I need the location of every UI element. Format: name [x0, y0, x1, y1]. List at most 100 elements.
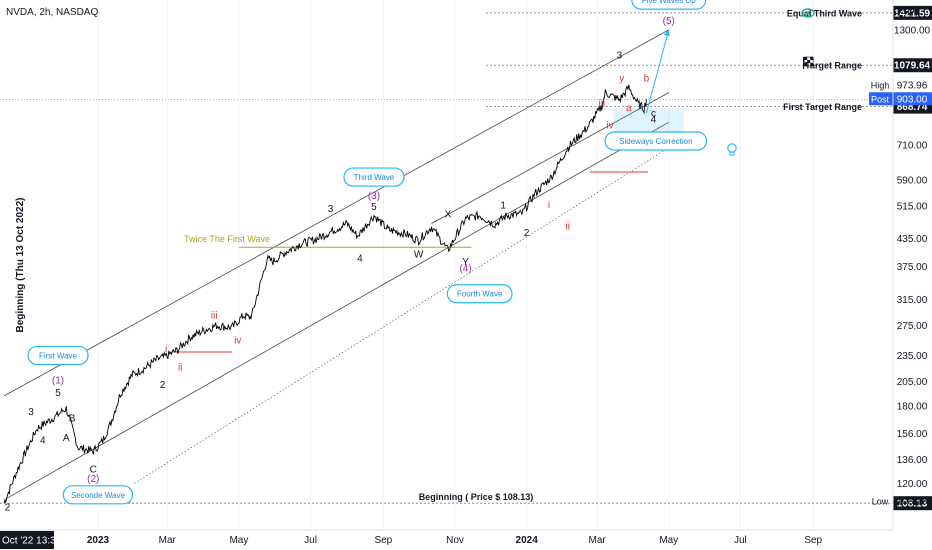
wave-label: 3	[617, 50, 623, 61]
wave-label: 2	[5, 503, 11, 514]
time-tick-label: May	[229, 535, 248, 546]
price-tick-label: 590.00	[897, 176, 928, 187]
wave-label: Y	[462, 257, 469, 268]
time-tick-label: Mar	[159, 535, 177, 546]
twice-first-wave-label: Twice The First Wave	[184, 234, 270, 244]
time-tick-label: Sep	[804, 535, 822, 546]
wave-label-layer: (1)534BAC(2)2iii2iiiiv34(3)5WXY(4)12iiii…	[5, 16, 675, 513]
lightbulb-icon	[727, 143, 737, 156]
callout-bubble	[631, 0, 707, 10]
callout-bubble	[343, 167, 405, 187]
wave-label: X	[445, 210, 452, 221]
wave-label: 5	[371, 202, 377, 213]
correction-zone	[613, 108, 684, 133]
wave-label: (4)	[459, 264, 471, 275]
price-tag-value: 973.96	[897, 80, 928, 91]
wave-label: b	[644, 74, 650, 85]
wave-label: (3)	[368, 191, 380, 202]
callout-bubble	[27, 345, 89, 366]
time-tick-label: May	[659, 535, 678, 546]
wave-label: 1	[500, 201, 506, 212]
price-level-tag-value: 868.74	[897, 102, 928, 113]
price-series-layer	[3, 29, 684, 504]
price-level-label: Target Range	[805, 61, 862, 71]
callout-layer: First Wave Seconde Wave Third Wave Fourth W…	[27, 0, 708, 505]
price-level-label: Equal Third Wave	[787, 8, 862, 18]
callout-box: Five Waves Up	[631, 0, 707, 10]
wave-label: B	[69, 414, 76, 425]
price-tick-label: 235.00	[897, 351, 928, 362]
price-tick-label: 136.00	[897, 455, 928, 466]
wave-label: 5	[55, 388, 61, 399]
post-prefix-bg	[869, 92, 893, 106]
price-level-tag-value: 1079.64	[894, 61, 931, 72]
callout-box: Fourth Wave	[446, 284, 513, 304]
callout-label: First Wave	[39, 351, 77, 360]
wave-label: c	[651, 108, 656, 119]
symbol-header: NVDA, 2h, NASDAQ	[6, 7, 98, 18]
time-tick-label: Jul	[734, 535, 747, 546]
price-level-tag-value: 1421.59	[894, 8, 931, 19]
price-level-tag	[893, 58, 932, 73]
wave-label: i	[165, 344, 167, 355]
price-level-tag	[893, 5, 932, 20]
checkered-flag-icon	[803, 56, 814, 69]
wave-label: 4	[40, 435, 46, 446]
wave-label: W	[414, 250, 424, 261]
channel-line-middle	[431, 92, 669, 224]
callout-bubble	[604, 131, 708, 151]
callout-box: Third Wave	[343, 167, 405, 187]
wave-label: i	[548, 200, 550, 211]
price-tag-prefix: High	[871, 80, 890, 90]
channel-layer: Twice The First Wave	[3, 29, 669, 501]
wave-label: y	[619, 74, 624, 85]
wave-label: ii	[566, 222, 570, 233]
channel-line-dotted	[134, 147, 669, 484]
wave-label: iii	[598, 98, 605, 109]
price-tag-value: 903.00	[897, 95, 928, 106]
wave-label: ii	[178, 363, 182, 374]
price-tag-prefix: Post	[871, 95, 890, 105]
time-axis[interactable]: Oct '22 13:30 2023 Mar May Jul Sep Nov 2024 Mar M…	[0, 529, 893, 549]
time-tick-label: 2023	[87, 535, 110, 546]
price-tick-label: 156.00	[897, 429, 928, 440]
wave-label: iii	[211, 311, 218, 322]
wave-label: 3	[328, 204, 334, 215]
time-tick-label: Sep	[374, 535, 392, 546]
price-level-tag	[893, 496, 932, 511]
time-tick-label: Mar	[589, 535, 607, 546]
currency-label[interactable]: USD	[893, 6, 914, 17]
projection-arrow-line	[645, 29, 670, 114]
price-level-label: Beginning ( Price $ 108.13)	[419, 492, 534, 502]
price-axis[interactable]: 1300.00 710.00 590.00 515.00 435.00 375.00 315…	[892, 0, 931, 530]
price-tick-label: 205.00	[897, 377, 928, 388]
wave-label: a	[626, 103, 632, 114]
wave-label: C	[90, 465, 97, 476]
price-line	[3, 84, 647, 504]
price-level-label: First Target Range	[783, 102, 862, 112]
wave-label: (1)	[52, 375, 64, 386]
wave-label: iv	[234, 336, 241, 347]
time-tick-label: Nov	[446, 535, 464, 546]
side-title: Beginning (Thu 13 Oct 2022)	[15, 197, 26, 332]
callout-bubble	[62, 485, 134, 505]
wave-label: 2	[524, 228, 530, 239]
wave-label: A	[63, 433, 70, 444]
eye-icon[interactable]	[801, 8, 815, 18]
price-tick-label: 1300.00	[894, 25, 931, 36]
wave-label: 3	[28, 407, 34, 418]
price-tick-label: 120.00	[897, 479, 928, 490]
price-tick-label: 710.00	[897, 141, 928, 152]
wave-label: 4	[357, 253, 363, 264]
time-tick-label: Jul	[304, 535, 317, 546]
channel-line-lower	[3, 121, 669, 501]
price-level-layer: Equal Third Wave 1421.59 Target Range 1079.…	[0, 5, 932, 511]
wave-label: (5)	[663, 16, 675, 27]
price-tick-label: 275.00	[897, 321, 928, 332]
callout-box: First Wave	[27, 345, 89, 366]
callout-label: Fourth Wave	[457, 290, 503, 299]
time-cursor-tag	[0, 531, 54, 549]
channel-line-upper	[3, 29, 669, 397]
